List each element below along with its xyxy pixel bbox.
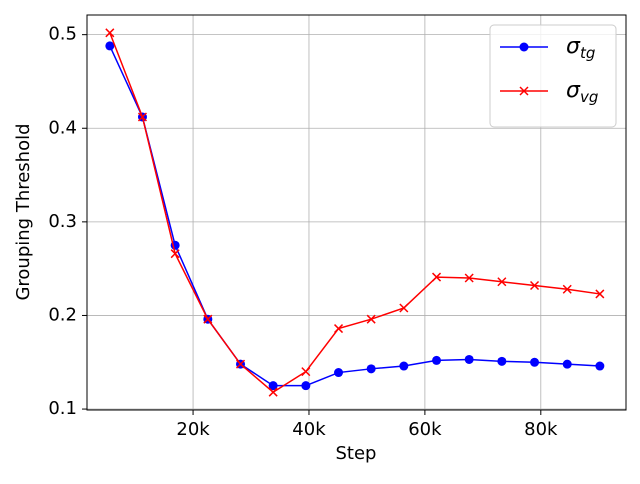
point <box>464 273 474 283</box>
legend-box <box>489 24 617 128</box>
point <box>203 314 213 324</box>
point <box>334 368 344 378</box>
point <box>595 361 605 371</box>
point <box>530 280 540 291</box>
y-tick-label: 0.4 <box>48 117 77 138</box>
point <box>268 381 278 391</box>
plot-frame <box>86 14 627 411</box>
point <box>137 112 147 122</box>
point <box>595 289 605 299</box>
point <box>432 272 442 282</box>
point <box>268 387 278 397</box>
x-tick-label: 80k <box>524 419 558 440</box>
point <box>105 41 115 51</box>
point <box>432 355 442 365</box>
legend-marker <box>519 42 529 52</box>
point <box>235 359 246 369</box>
y-tick-label: 0.5 <box>48 24 77 45</box>
point <box>399 361 409 371</box>
series-line <box>109 45 600 387</box>
point <box>301 367 311 377</box>
series-line <box>109 32 600 394</box>
y-axis-label: Grouping Threshold <box>13 123 34 300</box>
x-axis-label: Step <box>336 443 377 464</box>
point <box>301 381 311 391</box>
point <box>170 249 180 259</box>
legend-marker <box>519 86 529 96</box>
point <box>366 364 376 374</box>
point <box>334 324 344 334</box>
x-tick-label: 20k <box>176 419 210 440</box>
point <box>105 28 115 38</box>
y-tick-label: 0.2 <box>48 304 77 325</box>
y-tick-label: 0.1 <box>48 398 77 419</box>
point <box>562 359 572 369</box>
x-tick-label: 60k <box>408 419 442 440</box>
point <box>497 356 507 366</box>
x-tick-label: 40k <box>292 419 326 440</box>
point <box>366 314 376 324</box>
point <box>530 357 540 367</box>
point <box>464 354 474 364</box>
y-tick-label: 0.3 <box>48 211 77 232</box>
point <box>399 303 409 313</box>
point <box>497 277 507 287</box>
point <box>562 284 572 294</box>
